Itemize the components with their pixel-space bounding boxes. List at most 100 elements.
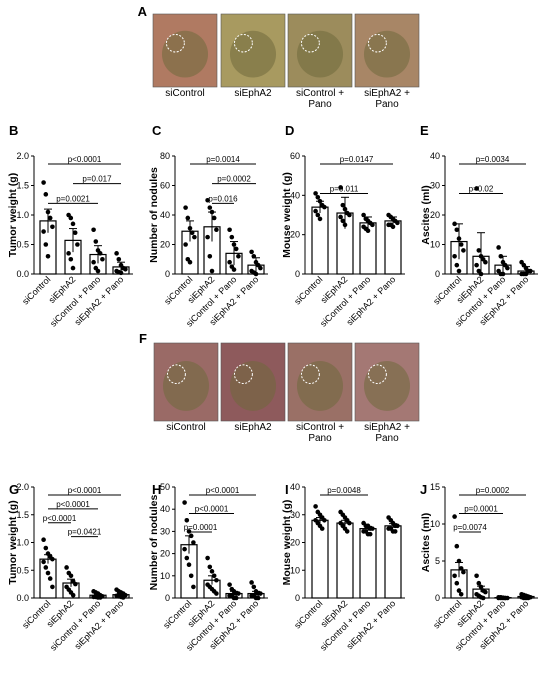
y-tick-label: 20 — [160, 240, 170, 250]
y-tick-label: 40 — [290, 482, 300, 492]
p-value-label: p=0.0014 — [206, 155, 240, 164]
data-point — [41, 229, 46, 234]
y-tick-label: 0 — [295, 269, 300, 279]
data-point — [347, 520, 352, 526]
mouse-photo: siControl — [152, 13, 218, 99]
data-point — [209, 268, 215, 274]
p-value-label: p=0.0001 — [464, 505, 498, 514]
y-tick-label: 20 — [160, 549, 170, 559]
y-tick-label: 20 — [430, 210, 440, 220]
y-axis-title: Ascites (ml) — [420, 185, 432, 245]
data-point — [483, 589, 488, 595]
data-point — [45, 570, 51, 576]
data-point — [73, 581, 78, 587]
photo-caption: siControl + — [296, 422, 344, 433]
photo-caption: Pano — [308, 433, 332, 444]
data-point — [45, 209, 51, 215]
data-point — [454, 262, 460, 268]
p-value-label: p=0.011 — [330, 185, 359, 194]
data-point — [322, 518, 327, 523]
y-axis-title: Number of nodules — [148, 167, 160, 263]
data-point — [123, 266, 128, 272]
p-value-label: p=0.0048 — [327, 486, 361, 495]
data-point — [214, 591, 219, 596]
y-tick-label: 0 — [435, 593, 440, 603]
data-point — [458, 566, 464, 571]
photo-caption: siControl — [166, 422, 205, 433]
data-point — [458, 592, 464, 597]
data-point — [452, 514, 457, 519]
y-tick-label: 40 — [430, 151, 440, 161]
data-point — [50, 584, 55, 590]
data-point — [192, 234, 197, 240]
data-point — [370, 526, 375, 531]
data-point — [207, 253, 213, 259]
y-tick-label: 40 — [290, 190, 300, 200]
photo-caption: Pano — [308, 99, 332, 110]
data-point — [214, 227, 219, 233]
data-point — [120, 595, 126, 600]
tumor-outline — [367, 364, 387, 385]
data-point — [338, 185, 343, 190]
tumor-outline — [233, 364, 253, 385]
organ-region — [363, 30, 411, 78]
data-point — [474, 573, 479, 579]
y-tick-label: 1.5 — [16, 181, 29, 191]
p-value-label: p=0.0002 — [217, 175, 251, 184]
data-point — [229, 234, 235, 240]
data-point — [258, 591, 263, 596]
photo-caption: siEphA2 + — [364, 422, 410, 433]
panel-label: A — [138, 4, 148, 19]
panel-label: D — [285, 123, 294, 138]
data-point — [211, 215, 217, 221]
tumor-outline — [367, 33, 387, 53]
p-value-label: p<0.0001 — [68, 155, 102, 164]
data-point — [70, 265, 76, 271]
data-point — [456, 558, 462, 564]
data-point — [347, 212, 352, 218]
data-point — [340, 218, 346, 224]
x-tick-label: siControl — [292, 598, 324, 630]
bar — [336, 522, 354, 599]
mouse-photo: siEphA2 +Pano — [354, 342, 420, 444]
data-point — [498, 253, 504, 259]
data-point — [313, 504, 318, 509]
data-point — [340, 202, 346, 208]
y-tick-label: 5 — [435, 556, 440, 566]
data-point — [47, 215, 53, 221]
tumor-outline — [233, 33, 253, 53]
y-tick-label: 30 — [430, 181, 440, 191]
data-point — [452, 573, 457, 579]
panel-label: G — [9, 482, 19, 497]
data-point — [231, 267, 237, 272]
data-point — [253, 271, 259, 277]
data-point — [75, 242, 80, 247]
p-value-label: p=0.017 — [82, 175, 112, 184]
data-point — [395, 523, 400, 529]
data-point — [100, 256, 105, 262]
p-value-label: p=0.0421 — [68, 528, 102, 537]
p-value-label: p<0.0001 — [43, 514, 77, 523]
data-point — [68, 256, 74, 262]
y-tick-label: 2.0 — [16, 482, 29, 492]
data-point — [68, 215, 74, 221]
data-point — [50, 556, 55, 562]
y-tick-label: 0.0 — [16, 269, 29, 279]
data-point — [370, 222, 375, 228]
photo-caption: siControl + — [296, 88, 344, 99]
data-point — [231, 242, 237, 247]
data-point — [64, 565, 69, 570]
y-tick-label: 60 — [290, 151, 300, 161]
tumor-outline — [166, 364, 186, 385]
data-point — [183, 205, 188, 210]
data-point — [95, 268, 101, 274]
data-point — [47, 576, 53, 581]
data-point — [251, 584, 257, 590]
data-point — [344, 529, 350, 534]
data-point — [525, 595, 531, 601]
data-point — [191, 584, 196, 590]
data-point — [43, 565, 49, 570]
y-tick-label: 0 — [165, 593, 170, 603]
